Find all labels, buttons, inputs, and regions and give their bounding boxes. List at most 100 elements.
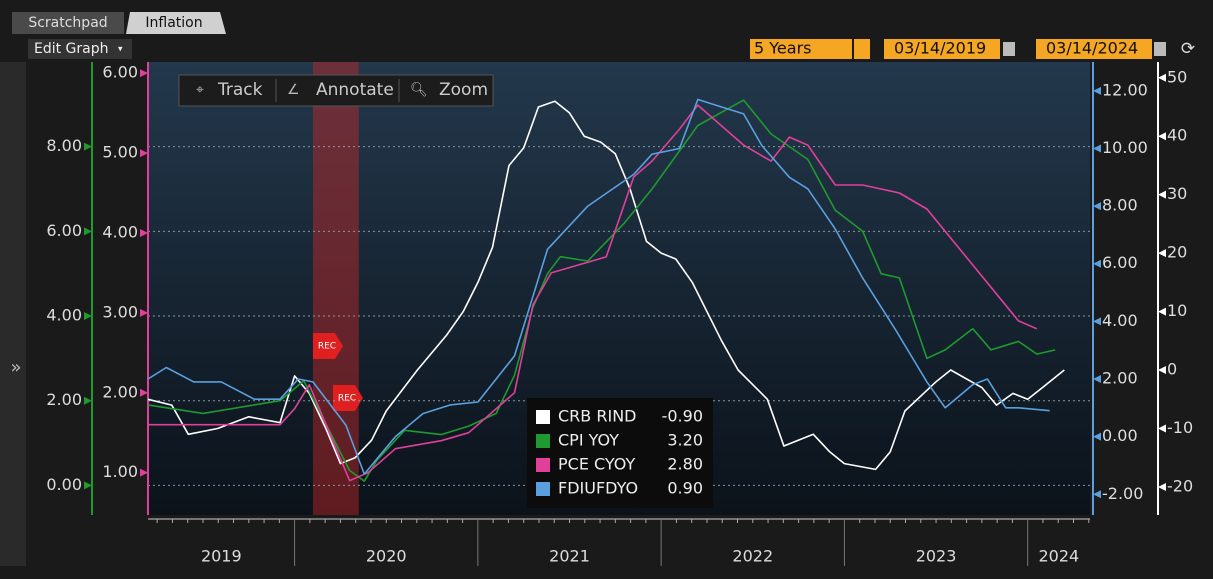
x-tick-label: 2020 bbox=[366, 547, 407, 566]
legend-swatch bbox=[536, 434, 550, 448]
tab-label[interactable]: Inflation bbox=[145, 15, 202, 31]
y-tick-label: 40 bbox=[1167, 126, 1187, 145]
y-tick bbox=[1158, 73, 1166, 82]
period-dropdown[interactable] bbox=[854, 39, 870, 59]
y-tick-label: 0 bbox=[1167, 360, 1177, 379]
series-line bbox=[147, 98, 1050, 475]
y-tick-label: 6.00 bbox=[1102, 253, 1138, 272]
legend-swatch bbox=[536, 482, 550, 496]
refresh-icon[interactable]: ⟳ bbox=[1181, 39, 1195, 59]
recession-flag bbox=[332, 385, 363, 411]
y-tick bbox=[1158, 249, 1166, 258]
x-tick-label: 2024 bbox=[1038, 547, 1079, 566]
calendar-icon[interactable] bbox=[1154, 42, 1166, 56]
y-tick bbox=[1093, 144, 1101, 153]
x-tick-label: 2022 bbox=[732, 547, 773, 566]
y-tick bbox=[1158, 482, 1166, 491]
zoom-icon[interactable]: 🔍︎ bbox=[410, 82, 428, 98]
x-tick-label: 2019 bbox=[201, 547, 242, 566]
legend-value: 2.80 bbox=[667, 455, 703, 474]
y-tick bbox=[1158, 366, 1166, 375]
start-date-field[interactable] bbox=[884, 39, 1000, 59]
y-tick-label: 4.00 bbox=[102, 222, 138, 241]
y-tick-label: -10 bbox=[1167, 418, 1193, 437]
y-tick-label: 3.00 bbox=[102, 302, 138, 321]
recession-label: REC bbox=[338, 394, 356, 404]
annotate-icon[interactable]: ∠ bbox=[287, 82, 300, 98]
recession-flag bbox=[312, 333, 343, 359]
tab[interactable] bbox=[12, 12, 124, 34]
period-label[interactable]: 5 Years bbox=[754, 39, 811, 58]
y-tick-label: 12.00 bbox=[1102, 80, 1148, 99]
dropdown-arrow: ▾ bbox=[118, 45, 123, 55]
y-tick bbox=[1158, 190, 1166, 199]
y-tick-label: 6.00 bbox=[102, 63, 138, 82]
y-tick-label: 0.00 bbox=[1102, 426, 1138, 445]
y-tick-label: 8.00 bbox=[46, 136, 82, 155]
y-tick bbox=[140, 308, 148, 317]
edit-graph-button[interactable] bbox=[28, 39, 132, 59]
y-tick bbox=[140, 149, 148, 158]
calendar-icon[interactable] bbox=[1003, 42, 1015, 56]
y-tick bbox=[84, 481, 92, 490]
zoom-button[interactable]: Zoom bbox=[439, 80, 488, 100]
y-tick bbox=[140, 228, 148, 237]
y-tick-label: 50 bbox=[1167, 67, 1187, 86]
y-tick-label: 10.00 bbox=[1102, 138, 1148, 157]
y-tick-label: 20 bbox=[1167, 243, 1187, 262]
legend-value: 0.90 bbox=[667, 479, 703, 498]
y-tick-label: 2.00 bbox=[1102, 368, 1138, 387]
y-tick-label: 4.00 bbox=[46, 306, 82, 325]
y-tick-label: 6.00 bbox=[46, 221, 82, 240]
x-tick-label: 2021 bbox=[549, 547, 590, 566]
y-tick bbox=[84, 312, 92, 321]
y-tick bbox=[84, 396, 92, 405]
y-tick bbox=[140, 69, 148, 78]
legend-name: FDIUFDYO bbox=[558, 479, 638, 498]
x-tick-label: 2023 bbox=[916, 547, 957, 566]
y-tick-label: 10 bbox=[1167, 301, 1187, 320]
track-icon[interactable]: ⌖ bbox=[196, 82, 204, 98]
y-tick bbox=[1093, 490, 1101, 499]
y-tick bbox=[1093, 374, 1101, 383]
y-tick-label: 4.00 bbox=[1102, 311, 1138, 330]
y-tick-label: 2.00 bbox=[102, 382, 138, 401]
legend-swatch bbox=[536, 410, 550, 424]
legend-value: -0.90 bbox=[662, 407, 703, 426]
start-date[interactable]: 03/14/2019 bbox=[894, 39, 986, 58]
y-tick bbox=[1093, 86, 1101, 95]
legend-value: 3.20 bbox=[667, 431, 703, 450]
y-tick-label: 5.00 bbox=[102, 143, 138, 162]
series-line bbox=[148, 104, 1038, 482]
series-line bbox=[147, 100, 1065, 471]
track-button[interactable]: Track bbox=[217, 80, 263, 100]
expand-button[interactable]: » bbox=[10, 357, 21, 378]
edit-graph-label[interactable]: Edit Graph bbox=[34, 41, 109, 57]
y-tick-label: 1.00 bbox=[102, 462, 138, 481]
annotate-button[interactable]: Annotate bbox=[316, 80, 394, 100]
toolbar bbox=[178, 74, 494, 107]
legend-name: CPI YOY bbox=[558, 431, 619, 450]
end-date-field[interactable] bbox=[1036, 39, 1152, 59]
legend-name: CRB RIND bbox=[558, 407, 636, 426]
y-tick bbox=[1158, 132, 1166, 141]
y-tick bbox=[1093, 432, 1101, 441]
y-tick bbox=[84, 227, 92, 236]
y-tick bbox=[1158, 424, 1166, 433]
y-tick bbox=[1093, 202, 1101, 211]
y-tick-label: 0.00 bbox=[46, 475, 82, 494]
y-tick bbox=[1093, 317, 1101, 326]
legend-swatch bbox=[536, 458, 550, 472]
y-tick bbox=[84, 142, 92, 151]
legend-box bbox=[527, 398, 713, 508]
y-tick-label: -2.00 bbox=[1102, 484, 1143, 503]
y-tick bbox=[140, 468, 148, 477]
recession-label: REC bbox=[318, 342, 336, 352]
tab-label[interactable]: Scratchpad bbox=[28, 15, 107, 31]
tab[interactable] bbox=[126, 12, 226, 34]
side-panel bbox=[0, 62, 26, 566]
end-date[interactable]: 03/14/2024 bbox=[1046, 39, 1138, 58]
y-tick-label: 30 bbox=[1167, 184, 1187, 203]
period-select[interactable] bbox=[750, 39, 852, 59]
